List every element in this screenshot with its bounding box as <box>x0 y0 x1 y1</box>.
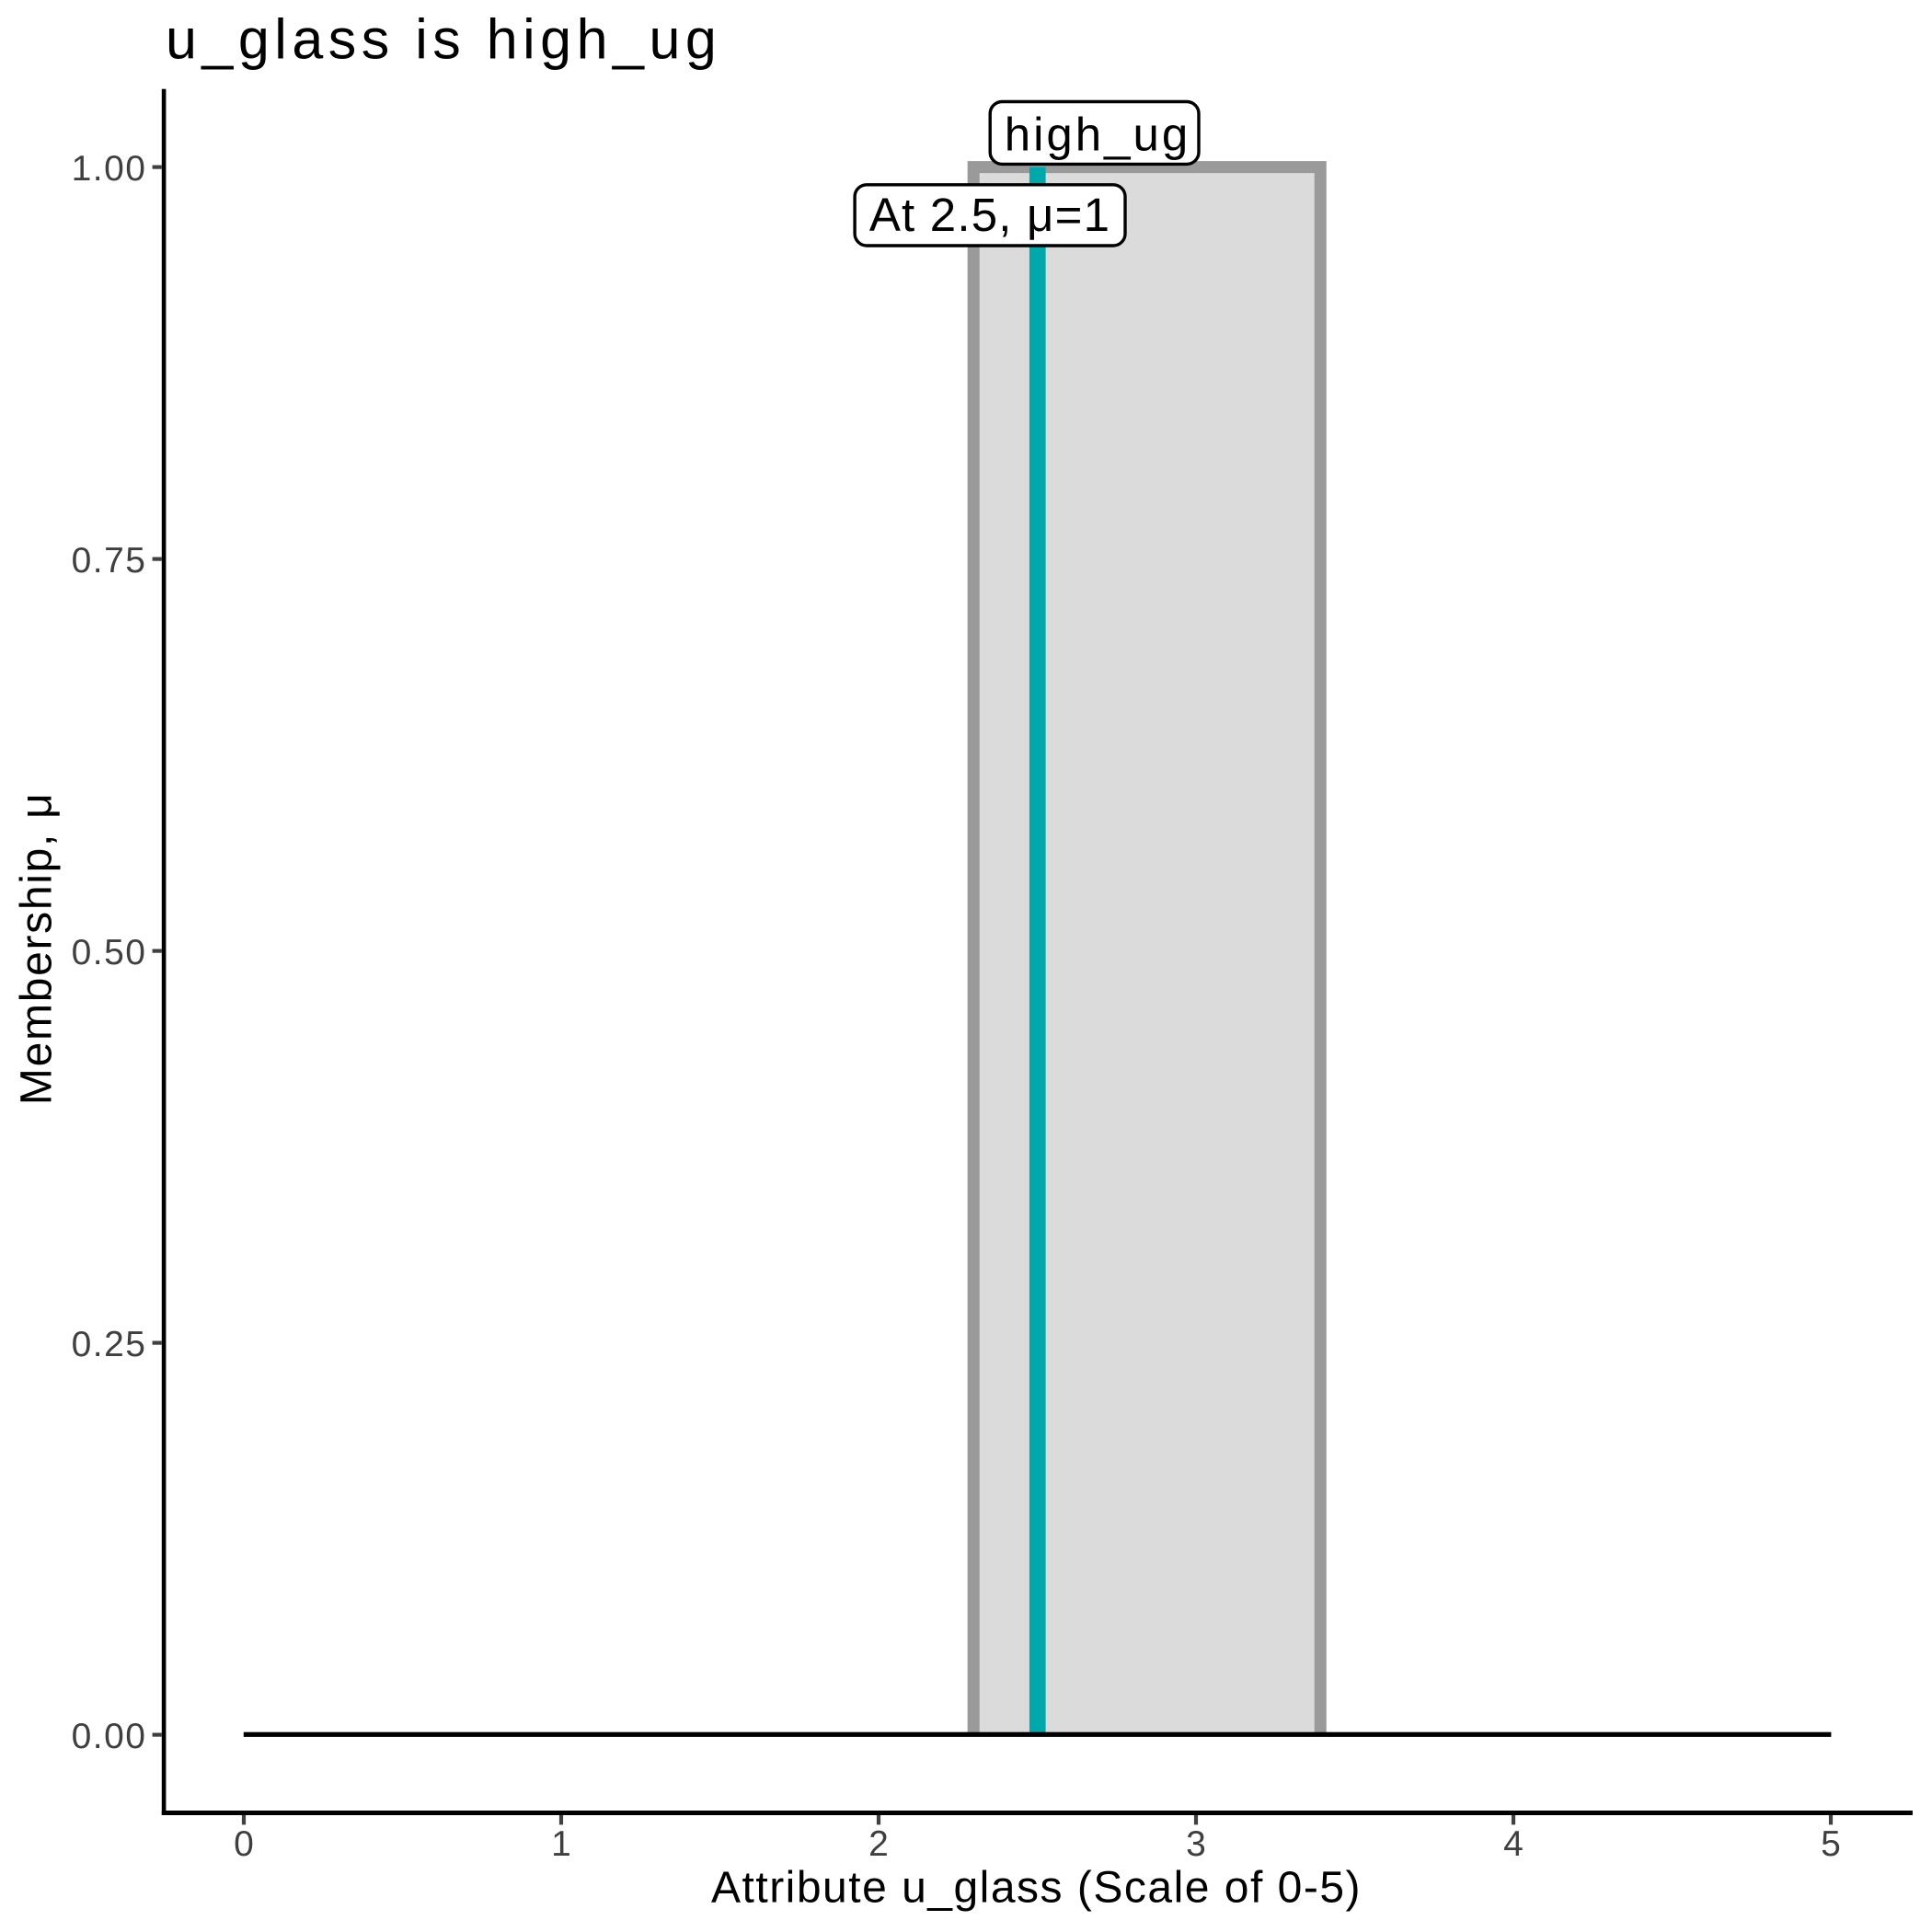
svg-text:0.75: 0.75 <box>72 541 147 581</box>
svg-text:5: 5 <box>1821 1824 1841 1864</box>
svg-text:1.00: 1.00 <box>72 149 147 189</box>
svg-text:At 2.5, μ=1: At 2.5, μ=1 <box>869 189 1110 241</box>
svg-text:1: 1 <box>551 1824 571 1864</box>
svg-text:0: 0 <box>234 1824 254 1864</box>
svg-text:3: 3 <box>1186 1824 1206 1864</box>
svg-text:0.00: 0.00 <box>72 1717 147 1756</box>
svg-text:2: 2 <box>868 1824 889 1864</box>
svg-text:0.50: 0.50 <box>72 933 147 972</box>
svg-text:Membership, μ: Membership, μ <box>13 792 62 1106</box>
svg-text:4: 4 <box>1503 1824 1524 1864</box>
svg-text:high_ug: high_ug <box>1005 109 1191 161</box>
svg-text:u_glass is high_ug: u_glass is high_ug <box>166 8 721 71</box>
svg-text:0.25: 0.25 <box>72 1325 147 1364</box>
svg-text:Attribute u_glass (Scale of 0-: Attribute u_glass (Scale of 0-5) <box>711 1864 1362 1913</box>
